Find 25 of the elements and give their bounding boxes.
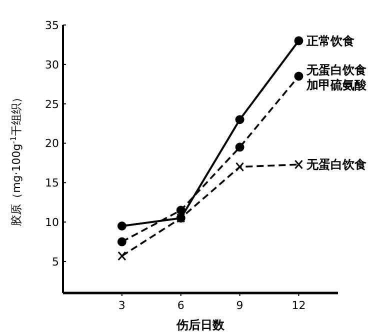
x-tick-label: 6: [177, 299, 184, 312]
x-tick-label: 9: [236, 299, 244, 312]
y-tick-label: 35: [45, 19, 59, 32]
x-tick-label: 3: [118, 299, 126, 312]
point: [117, 222, 126, 230]
series-label: 正常饮食: [306, 34, 355, 48]
point: [118, 251, 126, 261]
series-label: 无蛋白饮食: [306, 158, 367, 172]
point: [236, 162, 244, 172]
y-tick-label: 5: [52, 255, 59, 268]
x-axis-title: 伤后日数: [176, 318, 226, 332]
y-tick-label: 30: [45, 58, 59, 72]
y-tick-label: 15: [45, 176, 59, 190]
point: [176, 206, 186, 215]
y-tick-label: 10: [45, 216, 59, 230]
y-tick-label: 20: [45, 137, 59, 150]
x-tick-label: 12: [292, 299, 306, 312]
series-label: 无蛋白饮食加甲硫氨酸: [306, 63, 368, 92]
point: [294, 160, 303, 170]
point: [235, 142, 244, 152]
point: [294, 72, 304, 81]
y-tick-label: 25: [45, 98, 59, 111]
point: [294, 36, 304, 46]
point: [117, 237, 126, 246]
point: [235, 115, 244, 124]
